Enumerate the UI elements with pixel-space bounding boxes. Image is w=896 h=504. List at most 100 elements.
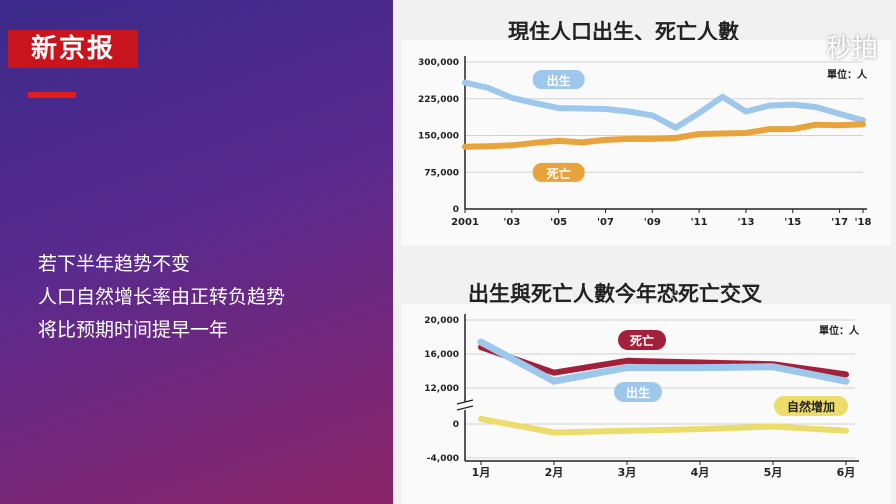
chart2-ytick-label: 20,000 — [424, 316, 459, 326]
chart2-legend-swatch — [614, 382, 662, 402]
chart2-legend-label: 出生 — [626, 385, 650, 400]
chart2-legend-tag-2: 自然增加 — [774, 396, 848, 416]
chart1-xtick-label: '18 — [855, 217, 872, 228]
chart1-xtick-label: '17 — [831, 217, 848, 228]
chart2-point — [625, 366, 629, 369]
chart2-point — [552, 431, 556, 434]
chart1-point — [791, 127, 795, 131]
chart2-xtick-label: 6月 — [837, 466, 856, 479]
chart1-point — [510, 144, 514, 147]
accent-bar — [28, 92, 76, 98]
chart1-point — [861, 122, 865, 126]
chart2-point — [479, 417, 483, 421]
chart2-point — [552, 371, 556, 374]
chart1-point — [791, 103, 795, 106]
chart2-point — [844, 379, 848, 383]
chart1-point — [814, 105, 818, 109]
chart1-legend-swatch — [532, 70, 585, 90]
chart1-point — [533, 101, 537, 105]
chart2-axis-break-gap — [457, 402, 473, 410]
chart2-point — [698, 361, 702, 364]
chart1-point — [627, 137, 631, 141]
caption-line-2: 人口自然增长率由正转负趋势 — [38, 286, 286, 308]
chart1-point — [721, 95, 724, 99]
chart2-point — [844, 429, 848, 433]
chart1-point — [838, 123, 841, 127]
chart2-legend-label: 自然增加 — [787, 399, 835, 414]
chart2-xtick-label: 5月 — [764, 466, 783, 479]
chart2-legend-tag-0: 死亡 — [618, 330, 666, 350]
right-panel: 現住人口出生、死亡人數 0 75,000 150,000 225,000 300,000… — [393, 0, 896, 504]
chart1-xtick-label: '07 — [597, 217, 614, 228]
chart2-point — [771, 425, 775, 428]
chart1-point — [697, 111, 701, 115]
chart2-point — [698, 366, 702, 369]
chart1-plot: 0 75,000 150,000 225,000 300,000 2001 '03 '05 '0… — [401, 40, 891, 245]
chart2-point — [698, 427, 702, 431]
chart2-xtick-label: 3月 — [618, 466, 637, 479]
chart1-xtick-label: '15 — [784, 217, 801, 228]
chart1-series-line-1 — [462, 121, 866, 150]
chart1-point — [510, 96, 514, 100]
chart1-ytick-label: 300,000 — [418, 58, 459, 68]
chart1-point — [533, 141, 537, 145]
brand-logo: 新京报 — [8, 30, 138, 68]
chart2-xtick-label: 2月 — [545, 466, 564, 479]
chart1-xtick-label: '09 — [644, 217, 661, 228]
chart1-point — [487, 144, 490, 148]
chart1-xtick-label: '03 — [503, 217, 520, 228]
chart1-legend-swatch — [532, 162, 585, 182]
chart2-unit-label: 單位：人 — [819, 324, 860, 337]
chart1-unit-label: 單位：人 — [827, 68, 868, 81]
chart1-series-line-0 — [462, 79, 866, 131]
chart1-legend-label: 死亡 — [547, 166, 571, 181]
caption-line-1: 若下半年趋势不变 — [38, 253, 191, 275]
chart2-ytick-label: -4,000 — [427, 454, 459, 464]
chart1-xtick-label: '13 — [737, 217, 754, 228]
chart1-point — [721, 132, 724, 135]
chart1-point — [650, 114, 654, 117]
chart2-legend-tag-1: 出生 — [614, 382, 662, 402]
chart2-ytick-label: 12,000 — [424, 384, 459, 394]
chart1-point — [627, 110, 631, 113]
chart2-point — [625, 429, 629, 433]
chart1-legend-tag-1: 死亡 — [532, 162, 585, 182]
chart2-point — [552, 379, 556, 383]
chart2-point — [479, 345, 483, 349]
chart1-point — [557, 106, 560, 110]
chart2-legend-swatch — [774, 396, 848, 416]
chart2-point — [771, 365, 775, 369]
chart1-legend-tag-0: 出生 — [532, 70, 585, 90]
caption-text: 若下半年趋势不变 人口自然增长率由正转负趋势 将比预期时间提早一年 — [38, 248, 285, 347]
chart1-point — [861, 119, 865, 122]
chart1-ytick-label: 0 — [453, 205, 459, 215]
caption-line-3: 将比预期时间提早一年 — [38, 319, 229, 341]
chart1-point — [604, 138, 607, 142]
chart1-point — [744, 110, 748, 113]
chart1-point — [604, 107, 607, 111]
chart2-ytick-label: 16,000 — [424, 350, 459, 360]
chart1-point — [557, 139, 560, 143]
chart1-point — [768, 127, 771, 131]
chart1-point — [674, 136, 678, 140]
chart1-xtick-label: '11 — [691, 217, 708, 228]
chart2-legend-swatch — [618, 330, 666, 350]
chart1-point — [814, 123, 818, 127]
chart1-point — [580, 107, 584, 110]
chart1-ytick-label: 225,000 — [418, 95, 459, 105]
chart2-series-line-1 — [477, 338, 850, 385]
chart2-point — [844, 373, 848, 376]
chart2-xtick-label: 1月 — [472, 466, 491, 479]
chart2-axis-break — [456, 399, 474, 411]
chart1-point — [744, 131, 748, 135]
chart1-xtick-label: '05 — [550, 217, 567, 228]
chart2-point — [479, 340, 483, 344]
chart1-point — [463, 81, 467, 84]
chart2-legend-label: 死亡 — [630, 333, 654, 348]
chart1-ytick-label: 150,000 — [418, 132, 459, 142]
chart1-point — [674, 126, 678, 129]
chart1-ytick-label: 75,000 — [424, 168, 459, 178]
chart2-xtick-label: 4月 — [691, 466, 710, 479]
left-panel: 新京报 若下半年趋势不变 人口自然增长率由正转负趋势 将比预期时间提早一年 — [0, 0, 393, 504]
chart2-plot: -4,000 0 12,000 16,000 20,000 1月 2月 3月 4月 5月 6月 單位：… — [401, 304, 891, 504]
